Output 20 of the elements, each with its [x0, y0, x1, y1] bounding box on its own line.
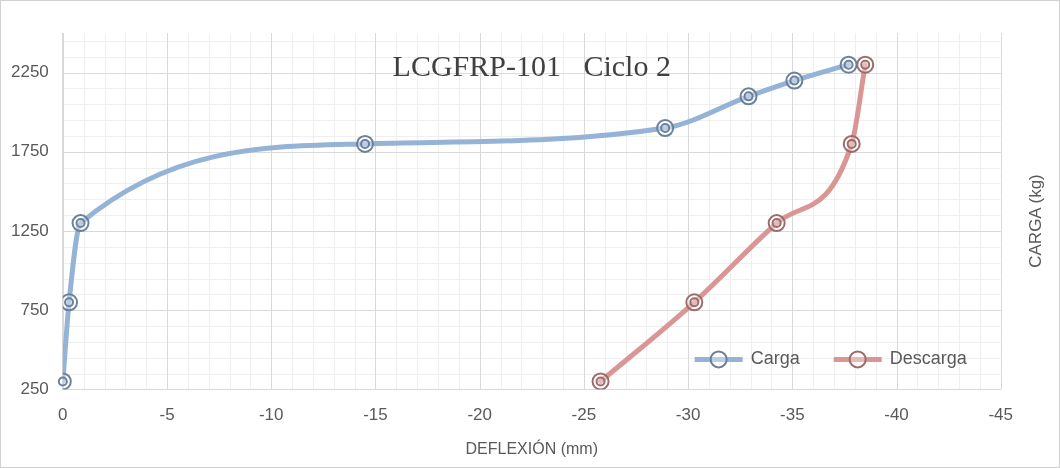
y-axis-title: CARGA (kg)	[1026, 174, 1046, 268]
x-tick-label: -5	[159, 405, 175, 425]
legend-label: Descarga	[889, 348, 968, 369]
x-tick-label: -30	[675, 405, 701, 425]
text: LCGFRP-101 Ciclo 2	[392, 48, 671, 82]
y-tick-label: 1750	[10, 141, 49, 161]
x-tick-label: -45	[988, 405, 1013, 425]
x-tick-label: -15	[363, 405, 388, 425]
x-axis-title: DEFLEXIÓN (mm)	[465, 438, 598, 457]
y-tick-label: 750	[20, 299, 49, 319]
x-tick-label: -25	[571, 405, 597, 425]
x-tick-label: -20	[467, 405, 492, 425]
y-tick-label: 1250	[10, 220, 49, 240]
x-tick-label: -35	[780, 405, 805, 425]
x-tick-label: -10	[258, 405, 284, 425]
legend-label: Carga	[750, 348, 801, 369]
y-tick-label: 2250	[10, 62, 49, 82]
x-tick-label: -40	[884, 405, 909, 425]
x-tick-label: 0	[58, 405, 68, 425]
y-tick-label: 250	[20, 379, 49, 399]
